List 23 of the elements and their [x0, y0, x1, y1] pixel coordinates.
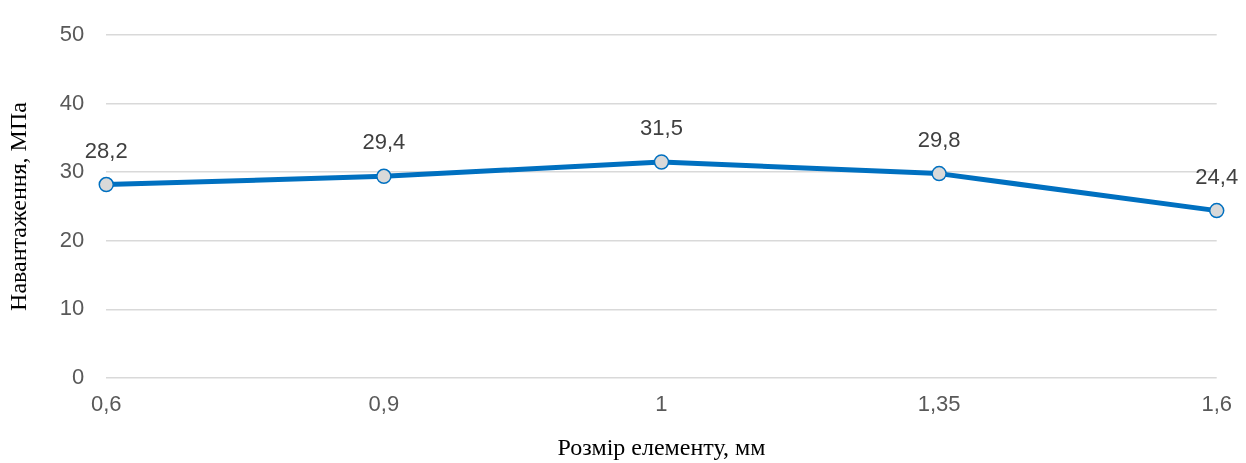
- point: [98, 176, 115, 193]
- x-tick-label: 1: [655, 391, 668, 417]
- x-axis-title: Розмір елементу, мм: [557, 433, 766, 460]
- data-label: 24,4: [1195, 163, 1239, 189]
- data-label: 29,4: [362, 129, 406, 155]
- point: [931, 165, 947, 182]
- data-label: 31,5: [640, 115, 683, 141]
- y-tick-label: 20: [59, 226, 85, 252]
- y-tick-label: 50: [59, 21, 85, 47]
- y-tick-label: 10: [59, 295, 85, 321]
- point: [376, 168, 392, 185]
- y-tick-label: 30: [59, 158, 85, 184]
- data-label: 28,2: [84, 137, 128, 163]
- y-tick-label: 40: [59, 89, 85, 115]
- data-label: 29,8: [917, 126, 961, 152]
- x-tick-label: 0,9: [368, 391, 400, 417]
- x-tick-label: 0,6: [90, 391, 122, 417]
- x-tick-label: 1,35: [917, 391, 961, 417]
- x-tick-label: 1,6: [1201, 391, 1233, 417]
- point: [653, 154, 670, 170]
- y-tick-label: 0: [72, 363, 85, 389]
- point: [1208, 202, 1225, 219]
- y-axis-title: Навантаження, МПа: [4, 101, 31, 311]
